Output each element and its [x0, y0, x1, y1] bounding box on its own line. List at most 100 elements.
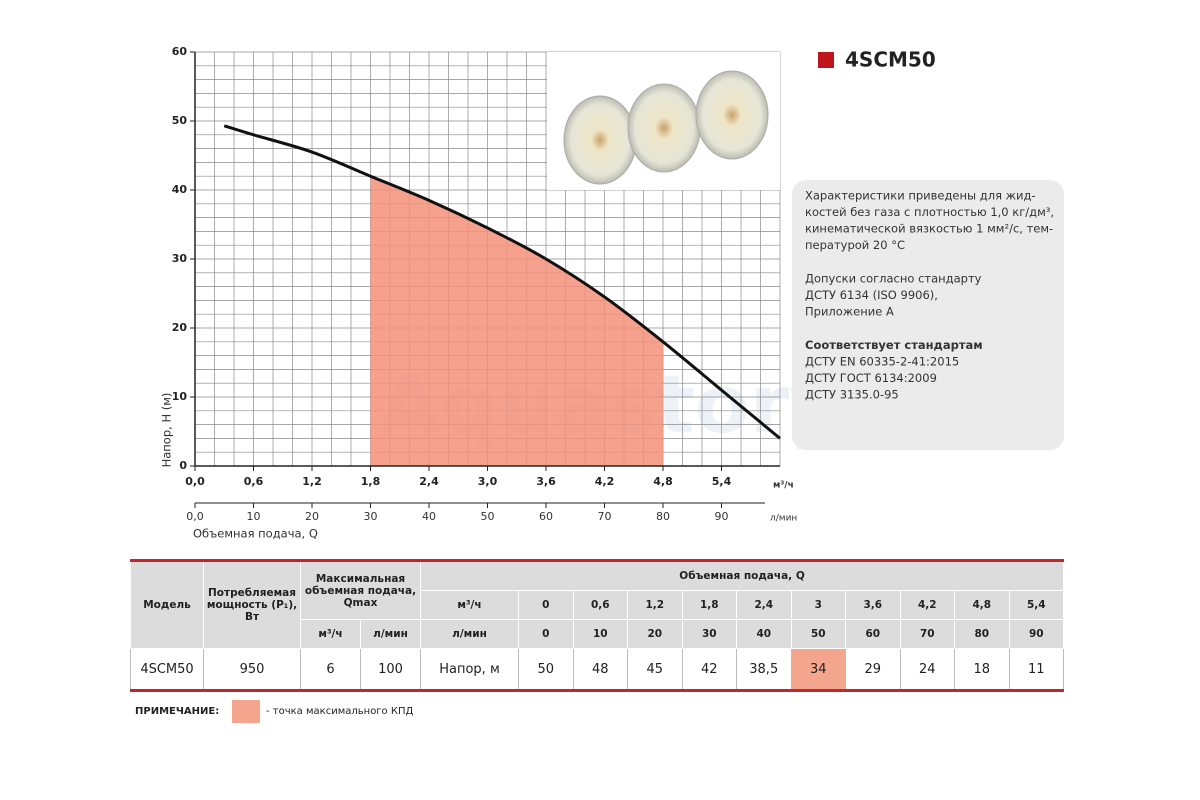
y-tick-label: 30 [172, 252, 188, 265]
info-line: Характеристики приведены для жид- [805, 189, 1036, 203]
x2-tick-label: 10 [247, 510, 261, 523]
table-cell: 29 [845, 648, 901, 691]
header-cell: Модель [130, 560, 204, 649]
header-cell: 1,8 [681, 590, 737, 620]
info-line: ДСТУ ГОСТ 6134:2009 [805, 371, 937, 385]
x2-tick-label: 40 [422, 510, 436, 523]
header-cell: 80 [954, 619, 1010, 649]
header-cell: 0 [518, 590, 574, 620]
table-row: м³/ч л/мин л/мин 0 10 20 30 40 50 60 70 80 90 [131, 619, 1065, 649]
header-cell: м³/ч [420, 590, 519, 620]
title-marker [818, 52, 834, 68]
chart: Aquastory01020304050600,00,61,21,82,43,0… [160, 45, 1064, 541]
head-curve [223, 124, 781, 440]
table-cell: 38,5 [736, 648, 792, 691]
x-axis-label: Объемная подача, Q [193, 527, 318, 541]
info-line: кинематической вязкостью 1 мм²/с, тем- [805, 222, 1053, 236]
data-table: Модель Потребляемая мощность (P₁), Вт Макс… [130, 559, 1065, 692]
header-cell: 50 [790, 619, 846, 649]
product-photo [547, 52, 780, 190]
y-tick-label: 10 [172, 390, 188, 403]
y-tick-label: 20 [172, 321, 188, 334]
info-line: Приложение А [805, 305, 894, 319]
x-unit: м³/ч [773, 481, 794, 491]
note: ПРИМЕЧАНИЕ: [135, 700, 219, 723]
info-line: ДСТУ 6134 (ISO 9906), [805, 288, 938, 302]
header-cell: 2,4 [736, 590, 792, 620]
table-cell: 11 [1008, 648, 1065, 691]
table-row: Модель Потребляемая мощность (P₁), Вт Макс… [130, 560, 1065, 649]
impeller [563, 95, 637, 185]
table-row: 4SCM50 950 6 100 Напор, м 50 48 45 42 38,5 34 29 24 1… [130, 648, 1065, 691]
x-tick-label: 1,2 [302, 475, 322, 488]
info-line: ДСТУ EN 60335-2-41:2015 [805, 355, 959, 369]
note-label: ПРИМЕЧАНИЕ: [135, 706, 220, 717]
info-text: Характеристики приведены для жид-костей … [805, 189, 1054, 402]
x2-tick-label: 50 [481, 510, 495, 523]
header-cell: 70 [899, 619, 955, 649]
x-tick-label: 5,4 [712, 475, 732, 488]
x-tick-label: 1,8 [361, 475, 381, 488]
header-cell: 1,2 [627, 590, 683, 620]
header-cell: 40 [736, 619, 792, 649]
table-cell: 950 [203, 648, 301, 691]
plot-area: Aquastory01020304050600,00,61,21,82,43,0… [172, 45, 842, 523]
info-line: костей без газа с плотностью 1,0 кг/дм³, [805, 205, 1054, 219]
header-cell: 0,6 [572, 590, 628, 620]
header-cell: 4,8 [954, 590, 1010, 620]
header-cell: 30 [681, 619, 737, 649]
table-cell: 4SCM50 [130, 648, 204, 691]
table-cell: 48 [572, 648, 628, 691]
header-cell: 4,2 [899, 590, 955, 620]
x-tick-label: 0,6 [244, 475, 264, 488]
table-cell: Напор, м [420, 648, 519, 691]
x2-tick-label: 60 [539, 510, 553, 523]
header-cell: л/мин [420, 619, 519, 649]
note-text: - точка максимального КПД [266, 706, 414, 717]
x2-tick-label: 30 [364, 510, 378, 523]
header-cell: м³/ч [300, 619, 361, 649]
table-cell: 18 [954, 648, 1010, 691]
info-line: Допуски согласно стандарту [805, 272, 982, 286]
info-box [792, 180, 1064, 450]
info-line: пературой 20 °С [805, 238, 905, 252]
x-tick-label: 3,6 [536, 475, 556, 488]
x2-tick-label: 70 [598, 510, 612, 523]
table-cell: 34 [790, 648, 846, 691]
x-tick-label: 4,2 [595, 475, 615, 488]
header-cell: л/мин [360, 619, 421, 649]
x2-tick-label: 20 [305, 510, 319, 523]
table-cell: 6 [300, 648, 361, 691]
header-cell: 0 [518, 619, 574, 649]
header-cell: 10 [572, 619, 628, 649]
header-cell: Объемная подача, Q [419, 560, 1065, 591]
table-cell: 42 [681, 648, 737, 691]
impeller [695, 70, 769, 160]
x-tick-label: 0,0 [185, 475, 205, 488]
x2-tick-label: 90 [715, 510, 729, 523]
header-cell: 20 [627, 619, 683, 649]
x-tick-label: 3,0 [478, 475, 498, 488]
x2-tick-label: 80 [656, 510, 670, 523]
x2-tick-label: 0,0 [186, 510, 204, 523]
y-axis-label: Напор, H (м) [160, 393, 174, 468]
header-cell: 90 [1008, 619, 1065, 649]
max-efficiency-area [370, 176, 663, 466]
table-cell: 50 [518, 648, 574, 691]
y-tick-label: 60 [172, 45, 188, 58]
header-cell: 3 [790, 590, 846, 620]
chart-title: 4SCM50 [845, 48, 936, 72]
header-cell: Максимальная объемная подача, Qmax [300, 560, 421, 620]
x2-unit: л/мин [770, 514, 797, 524]
header-cell: Потребляемая мощность (P₁), Вт [203, 560, 301, 649]
info-heading: Соответствует стандартам [805, 338, 983, 352]
y-tick-label: 0 [179, 459, 187, 472]
info-line: ДСТУ 3135.0-95 [805, 388, 899, 402]
header-cell: 5,4 [1008, 590, 1065, 620]
y-tick-label: 40 [172, 183, 188, 196]
table-cell: 45 [627, 648, 683, 691]
note-swatch [232, 700, 260, 723]
table-cell: 100 [360, 648, 421, 691]
